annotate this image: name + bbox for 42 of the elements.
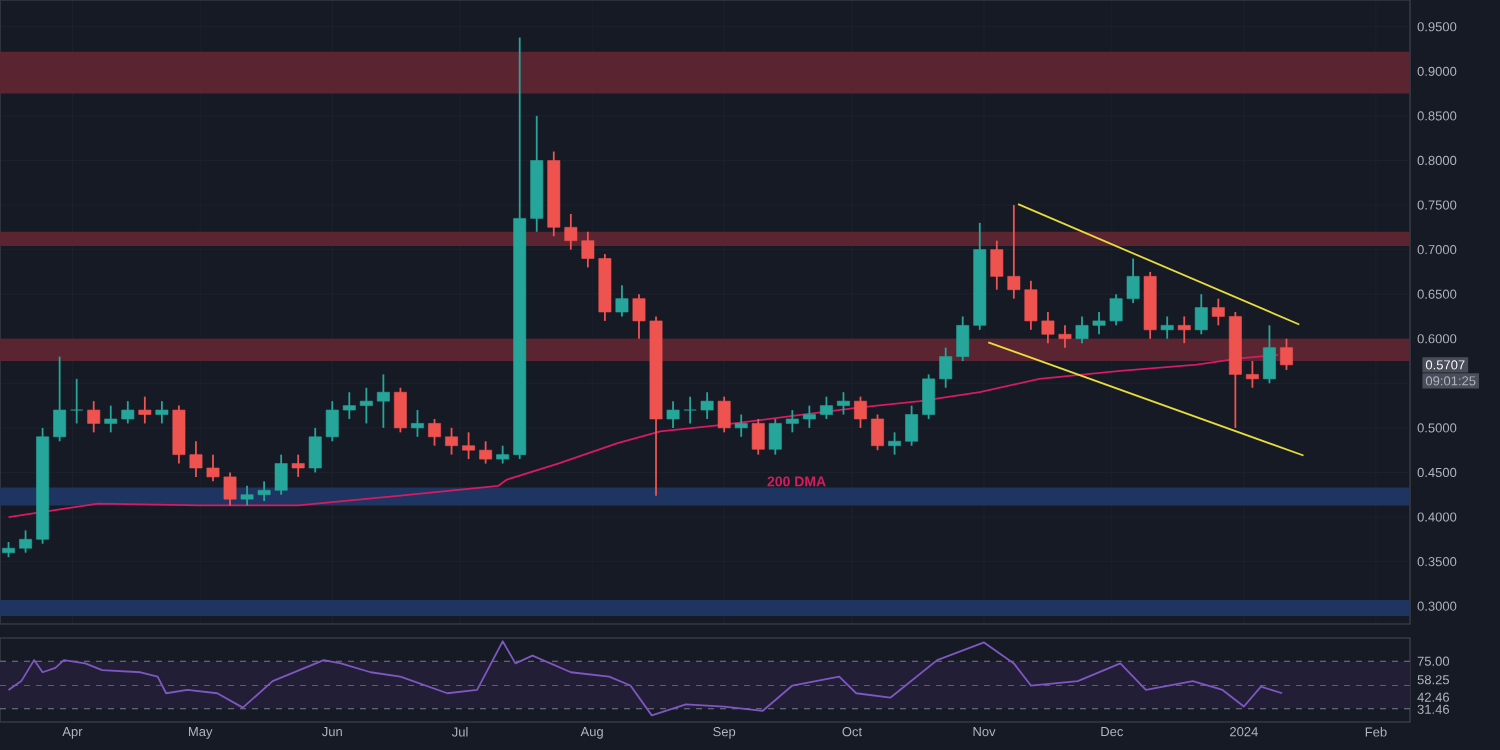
candlestick (905, 404, 919, 447)
candlestick (717, 395, 731, 434)
candlestick (683, 395, 697, 425)
candlestick (445, 426, 458, 456)
candlestick (700, 391, 714, 420)
candlestick (751, 418, 765, 456)
candlestick (462, 431, 476, 460)
candlestick (888, 431, 902, 456)
candlestick (615, 284, 629, 318)
candlestick (854, 395, 867, 429)
candlestick (734, 413, 748, 438)
candlestick (1263, 324, 1276, 385)
candlestick (393, 386, 407, 434)
candlestick (1194, 293, 1208, 336)
candlestick (1160, 315, 1174, 340)
candlestick (479, 440, 493, 465)
candlestick (359, 386, 373, 425)
candlestick (837, 391, 850, 416)
candlestick (871, 413, 884, 452)
candlestick (70, 377, 84, 425)
line-series (7, 640, 1284, 717)
candlestick (291, 453, 305, 478)
candlestick (939, 346, 953, 389)
candlestick (138, 395, 152, 425)
candlestick (411, 409, 424, 438)
candlestick (19, 529, 32, 554)
candlestick (155, 400, 169, 425)
candlestick (819, 395, 833, 420)
candlestick (428, 418, 441, 447)
candlestick (1280, 337, 1293, 371)
candlestick (87, 400, 101, 434)
candlestick (922, 373, 936, 420)
candlestick (666, 400, 680, 429)
candlestick (1245, 360, 1259, 389)
candlestick (1177, 315, 1191, 345)
candlestick (376, 373, 390, 429)
candlestick (768, 418, 782, 456)
candlestick (802, 404, 816, 429)
candlestick (1211, 297, 1225, 327)
candlestick (342, 391, 356, 420)
candlestick (53, 355, 67, 443)
candlestick (785, 409, 799, 434)
